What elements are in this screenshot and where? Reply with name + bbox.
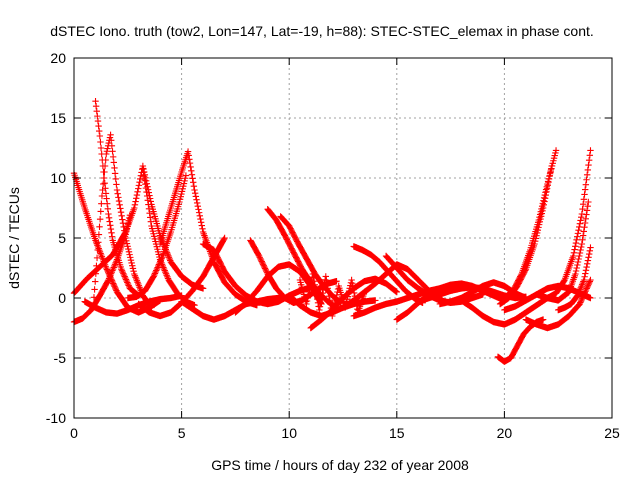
data-series-19: [350, 243, 426, 306]
data-series-26: [458, 294, 551, 328]
data-series-3: [90, 131, 155, 311]
y-tick-label: 20: [50, 50, 66, 66]
x-tick-label: 5: [178, 425, 186, 441]
y-tick-label: -10: [46, 410, 66, 426]
y-axis-label: dSTEC / TECUs: [6, 187, 22, 289]
grid: [74, 58, 612, 418]
y-tick-label: 0: [58, 290, 66, 306]
data-series-31: [522, 276, 594, 332]
data-series-10: [178, 294, 293, 323]
y-tick-label: -5: [54, 350, 67, 366]
chart-title: dSTEC Iono. truth (tow2, Lon=147, Lat=-1…: [50, 23, 594, 39]
x-tick-label: 25: [604, 425, 620, 441]
data-series-13: [232, 261, 325, 316]
data-series-25: [436, 279, 530, 308]
data-series-4: [92, 98, 142, 299]
data-series-29: [496, 162, 555, 308]
data-marks: [70, 98, 594, 365]
axis-ticks: 0 5 10 15 20 25 -10 -5 0 5 10 15 20: [46, 50, 620, 441]
x-tick-label: 15: [389, 425, 405, 441]
x-tick-label: 0: [70, 425, 78, 441]
y-tick-label: 15: [50, 110, 66, 126]
y-tick-label: 10: [50, 170, 66, 186]
x-tick-label: 10: [281, 425, 297, 441]
x-tick-label: 20: [497, 425, 513, 441]
y-tick-label: 5: [58, 230, 66, 246]
x-axis-label: GPS time / hours of day 232 of year 2008: [211, 457, 469, 473]
data-series-33: [544, 147, 594, 302]
data-series-34: [555, 244, 594, 314]
